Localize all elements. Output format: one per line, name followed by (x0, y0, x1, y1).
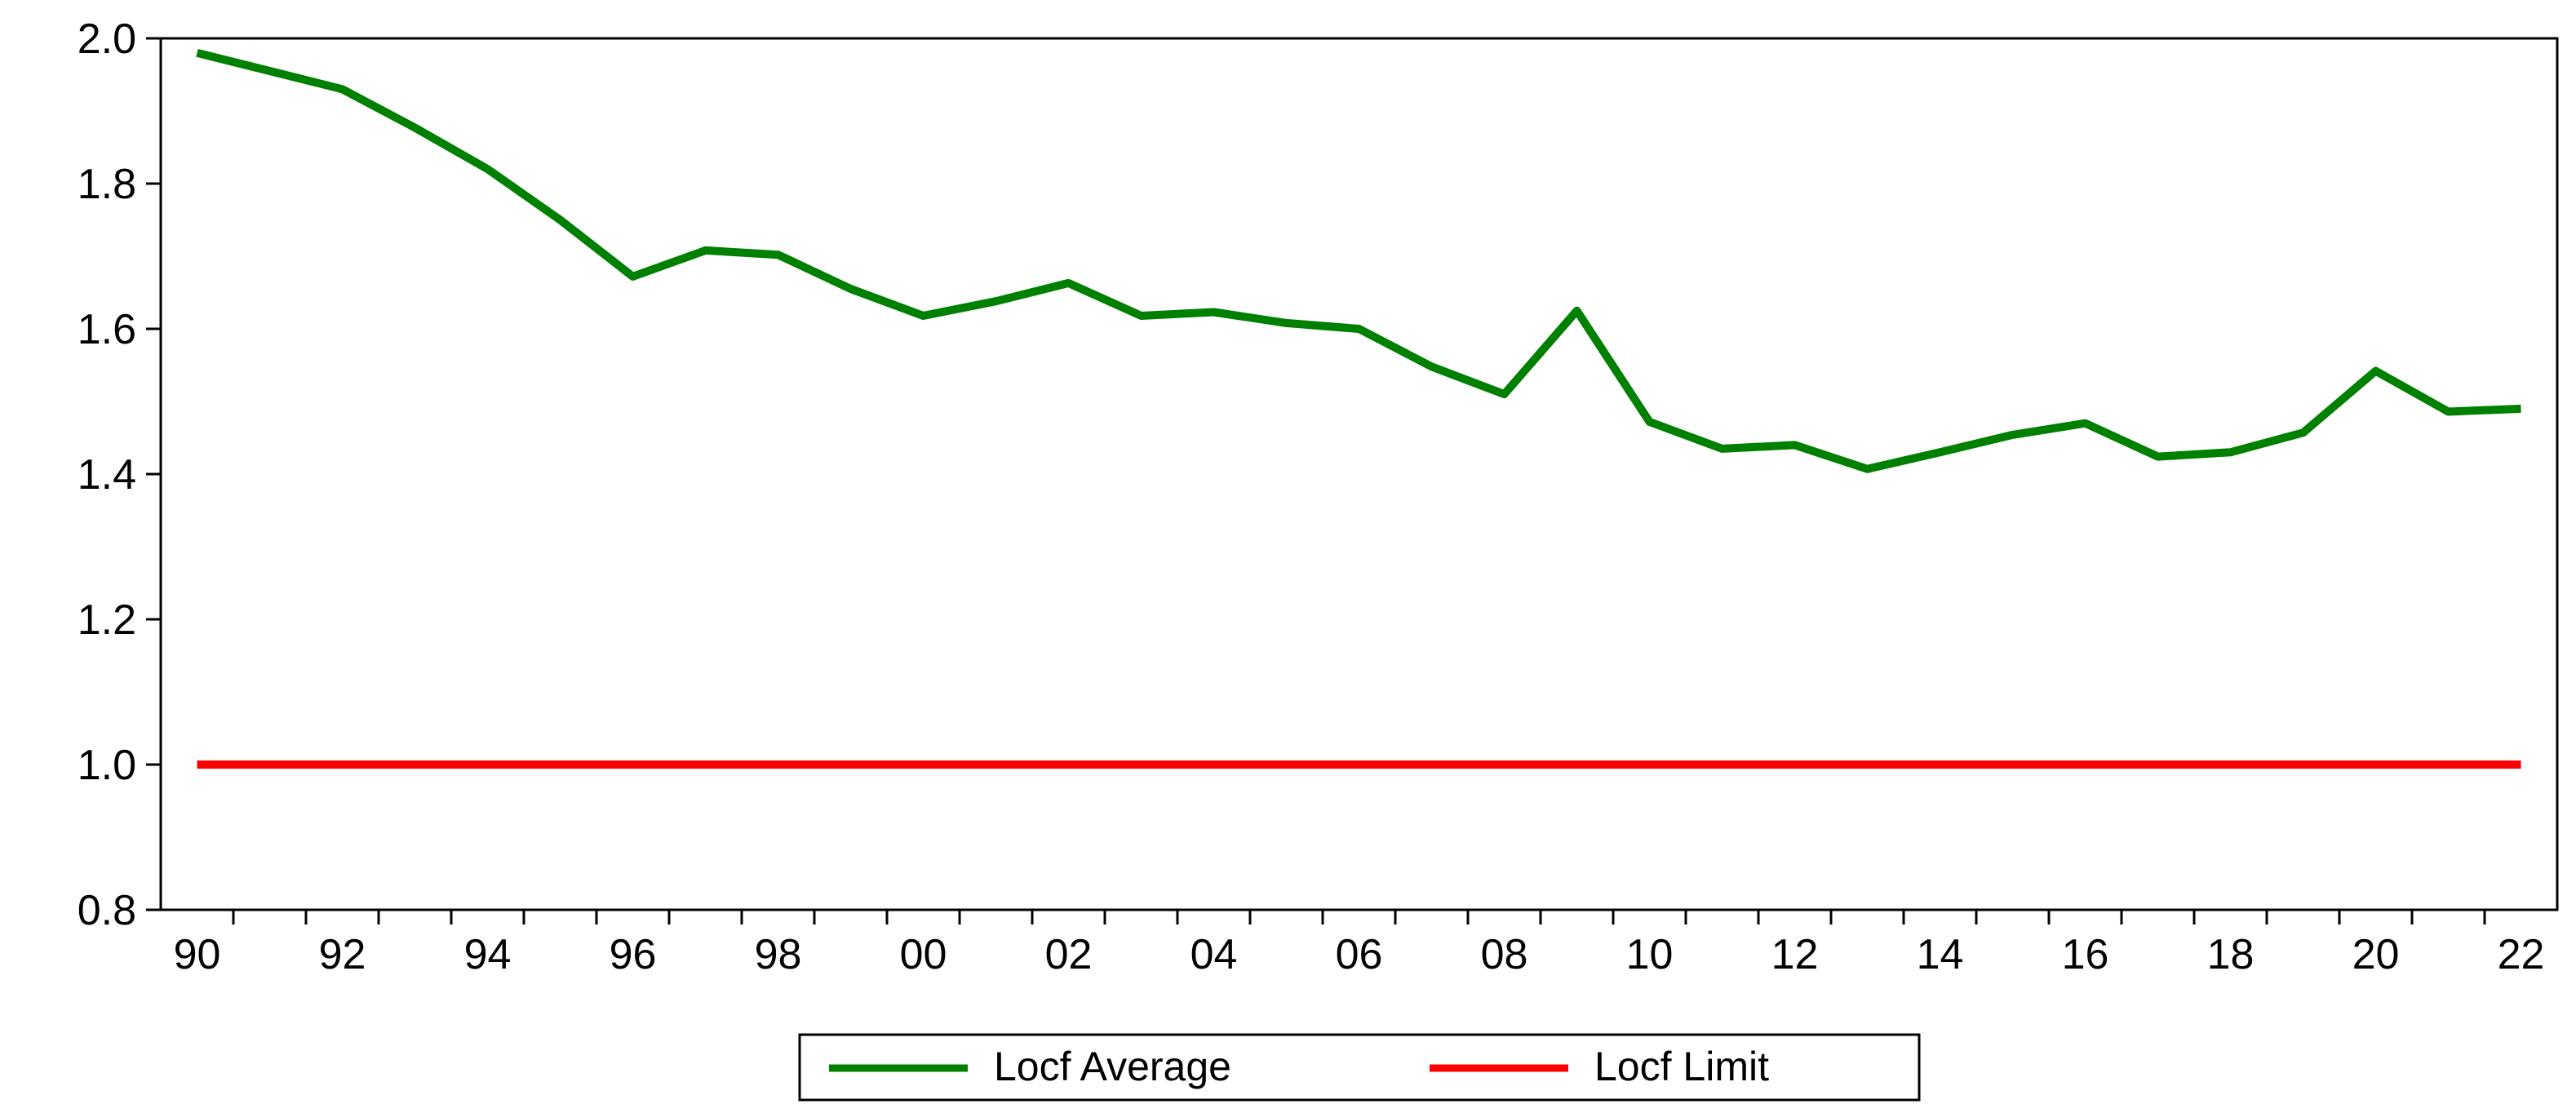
legend-box (798, 1033, 1921, 1102)
x-tick-label: 02 (1045, 931, 1093, 978)
legend-label-locf-average: Locf Average (994, 1044, 1231, 1089)
legend: Locf Average Locf Limit (798, 1033, 1921, 1102)
x-tick-label: 94 (464, 931, 512, 978)
y-tick-label: 1.8 (78, 161, 136, 208)
x-tick-label: 00 (900, 931, 947, 978)
x-tick-label: 08 (1481, 931, 1528, 978)
y-axis: 0.8 1.0 1.2 1.4 1.6 1.8 2.0 (78, 16, 161, 934)
x-tick-label: 14 (1917, 931, 1964, 978)
y-tick-label: 0.8 (78, 887, 136, 934)
x-tick-label: 96 (610, 931, 657, 978)
y-tick-label: 1.4 (78, 451, 136, 499)
y-tick-label: 2.0 (78, 16, 136, 63)
y-tick-label: 1.6 (78, 306, 136, 353)
x-tick-label: 90 (174, 931, 221, 978)
x-tick-label: 06 (1336, 931, 1383, 978)
series-layer (196, 48, 2521, 769)
x-tick-label: 98 (755, 931, 802, 978)
y-tick-label: 1.0 (78, 742, 136, 789)
x-axis: 90 92 94 96 98 00 02 04 06 08 10 12 14 16 18 20 22 (174, 910, 2545, 978)
plot-frame (159, 37, 2559, 911)
x-tick-label: 18 (2207, 931, 2255, 978)
x-tick-label: 16 (2062, 931, 2109, 978)
y-tick-label: 1.2 (78, 596, 136, 644)
x-tick-label: 20 (2352, 931, 2400, 978)
x-tick-label: 92 (319, 931, 366, 978)
series-line-locf-average (196, 48, 2521, 473)
x-tick-label: 10 (1626, 931, 1674, 978)
x-tick-label: 04 (1190, 931, 1238, 978)
x-tick-label: 12 (1771, 931, 1819, 978)
legend-label-locf-limit: Locf Limit (1594, 1044, 1769, 1089)
x-tick-label: 22 (2498, 931, 2545, 978)
